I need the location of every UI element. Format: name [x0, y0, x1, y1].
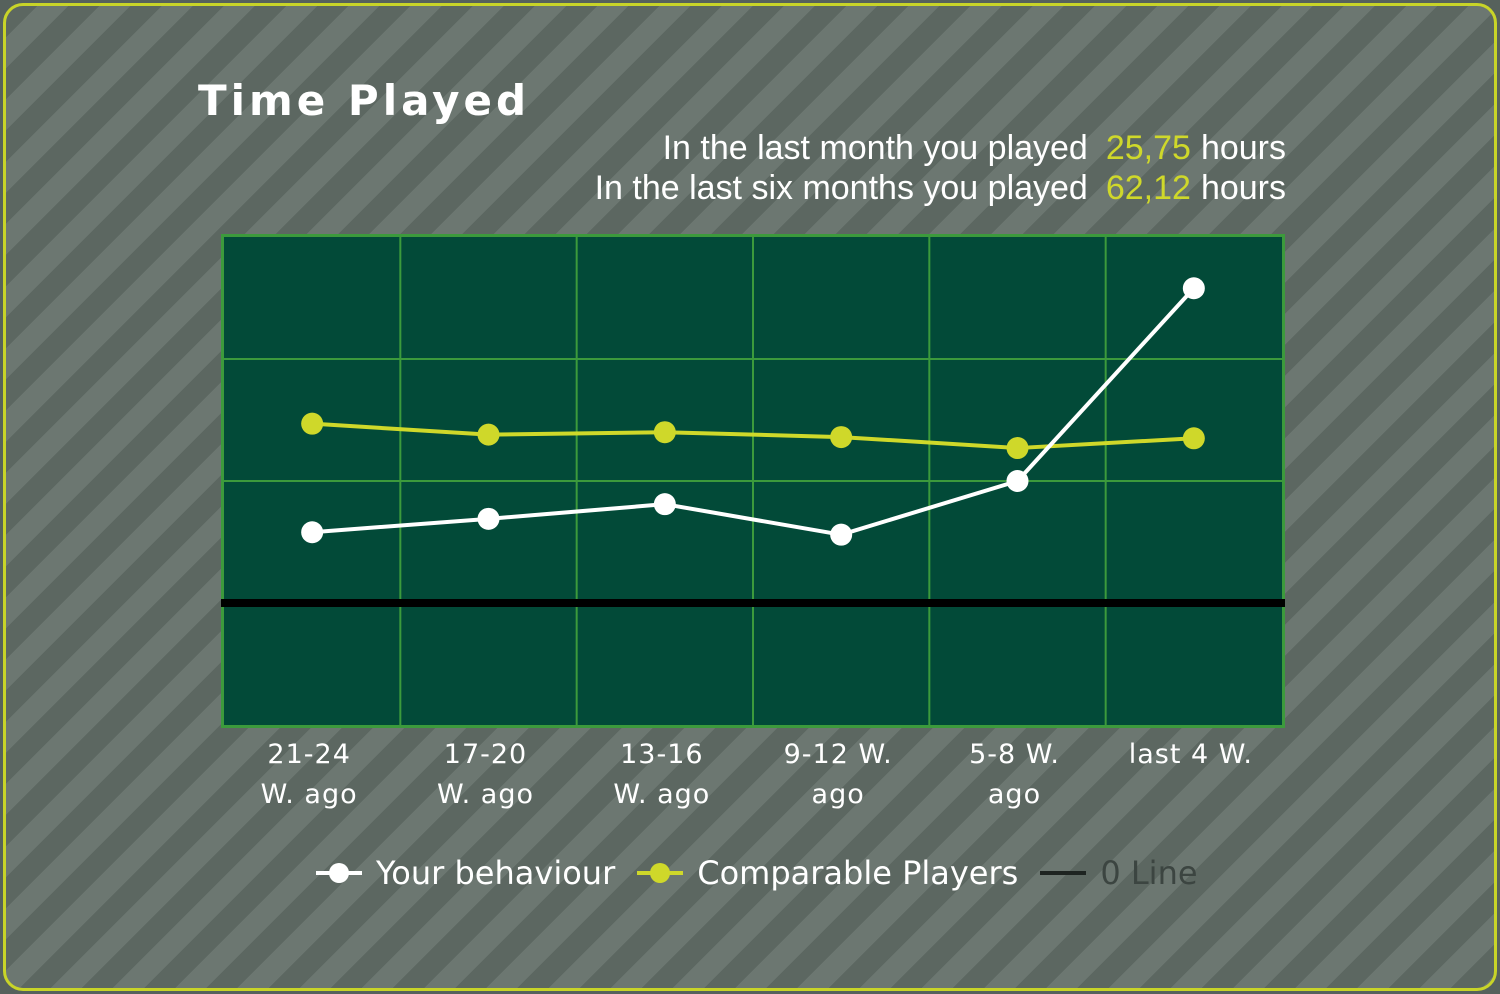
x-tick-label: 17-20 W. ago	[398, 735, 574, 815]
series-line-your-behaviour	[312, 286, 1196, 537]
data-point-comparable-players	[830, 426, 853, 449]
legend-label: 0 Line	[1100, 854, 1198, 892]
data-point-comparable-players	[1182, 427, 1205, 450]
data-point-your-behaviour	[653, 493, 676, 516]
legend-swatch-your-behaviour	[316, 863, 362, 883]
data-point-your-behaviour	[830, 523, 853, 546]
legend-item-comparable-players[interactable]: Comparable Players	[637, 854, 1018, 892]
legend-swatch-comparable-players	[637, 863, 684, 883]
x-tick-label-line	[1103, 775, 1279, 815]
data-point-your-behaviour	[1182, 277, 1205, 300]
x-tick-label-line: 21-24	[267, 739, 351, 770]
summary-unit: hours	[1200, 169, 1286, 207]
x-tick-label: 13-16 W. ago	[574, 735, 750, 815]
x-tick-label-line: 13-16	[620, 739, 704, 770]
summary-prefix: In the last month you played	[662, 129, 1088, 167]
x-tick-label: last 4 W.	[1103, 735, 1279, 815]
summary-row-last-month: In the last month you played 25,75 hours	[595, 128, 1286, 168]
legend-item-your-behaviour[interactable]: Your behaviour	[316, 854, 615, 892]
x-tick-label: 9-12 W. ago	[750, 735, 926, 815]
x-tick-label-line: 9-12 W.	[783, 739, 893, 770]
x-tick-label-line: W. ago	[260, 779, 358, 810]
x-tick-label-line: ago	[811, 779, 865, 810]
plot-border	[221, 234, 1285, 728]
summary-unit: hours	[1200, 129, 1286, 167]
chart-legend: Your behaviour Comparable Players 0 Line	[316, 854, 1220, 892]
play-summary: In the last month you played 25,75 hours I…	[595, 128, 1286, 208]
chart-title: Time Played	[198, 76, 531, 125]
x-tick-label-line: 17-20	[443, 739, 528, 770]
x-tick-label: 5-8 W. ago	[927, 735, 1103, 815]
x-tick-label-line: last 4 W.	[1128, 739, 1253, 770]
data-point-your-behaviour	[301, 521, 324, 544]
x-tick-label-line: 5-8 W.	[969, 739, 1060, 770]
data-point-comparable-players	[301, 412, 324, 435]
x-tick-label: 21-24 W. ago	[221, 735, 397, 815]
x-tick-label-line: W. ago	[613, 779, 711, 810]
data-point-comparable-players	[653, 421, 676, 444]
x-tick-label-line: ago	[987, 779, 1042, 810]
legend-label: Your behaviour	[376, 854, 616, 892]
line-chart	[221, 234, 1285, 728]
data-point-comparable-players	[1006, 437, 1029, 460]
time-played-panel: Time Played In the last month you played…	[3, 3, 1497, 991]
summary-value: 25,75	[1105, 129, 1191, 167]
data-point-your-behaviour	[1006, 470, 1029, 492]
legend-swatch-zero-line	[1040, 863, 1087, 883]
summary-prefix: In the last six months you played	[594, 169, 1088, 207]
data-point-comparable-players	[477, 423, 500, 446]
summary-value: 62,12	[1105, 169, 1191, 207]
data-point-your-behaviour	[477, 507, 500, 530]
legend-item-zero-line[interactable]: 0 Line	[1040, 854, 1198, 892]
summary-row-last-six-months: In the last six months you played 62,12 ho…	[595, 168, 1286, 208]
legend-label: Comparable Players	[697, 854, 1019, 892]
x-tick-label-line: W. ago	[437, 779, 534, 810]
